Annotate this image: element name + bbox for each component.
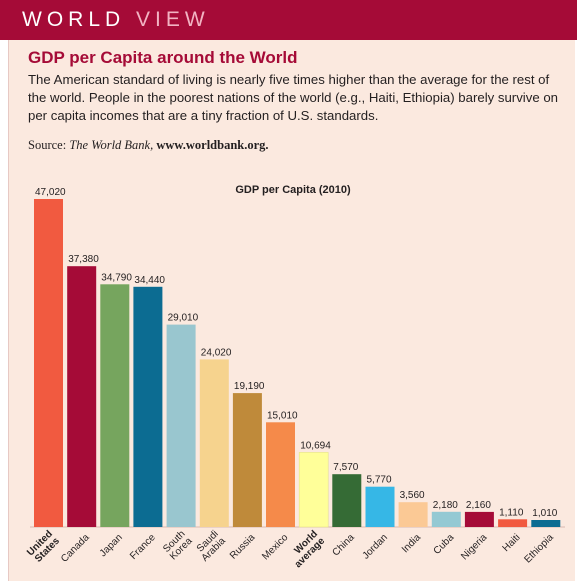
section-banner: WORLD VIEW <box>0 0 577 40</box>
bar-canada <box>67 266 97 527</box>
bar-haiti <box>498 519 528 527</box>
value-label-russia: 19,190 <box>234 381 265 392</box>
bar-world-average <box>298 452 329 528</box>
tick-label-china: China <box>330 532 357 559</box>
tick-label-saudi-arabia: SaudiArabia <box>192 528 228 564</box>
tick-label-mexico: Mexico <box>260 532 290 562</box>
tick-label-france: France <box>128 532 158 562</box>
tick-label-nigeria: Nigeria <box>459 532 489 562</box>
banner-word-view: VIEW <box>136 8 210 31</box>
tick-label-haiti: Haiti <box>501 532 523 554</box>
value-label-jordan: 5,770 <box>367 475 392 486</box>
bar-mexico <box>266 422 295 527</box>
panel-border <box>8 40 9 581</box>
value-label-south-korea: 29,010 <box>168 313 199 324</box>
bar-india <box>398 502 428 527</box>
bar-united-states <box>34 199 63 527</box>
value-label-mexico: 15,010 <box>267 410 298 421</box>
bar-jordan <box>365 486 395 527</box>
value-label-india: 3,560 <box>400 490 425 501</box>
tick-label-japan: Japan <box>98 532 125 559</box>
bar-saudi-arabia <box>199 359 229 527</box>
intro-paragraph: The American standard of living is nearl… <box>28 72 558 123</box>
source-url: www.worldbank.org. <box>156 138 269 152</box>
tick-label-canada: Canada <box>59 532 92 565</box>
bar-nigeria <box>464 511 494 527</box>
source-label: Source: <box>28 138 67 152</box>
tick-label-ethiopia: Ethiopia <box>522 532 556 566</box>
source-publisher: The World Bank, <box>69 138 154 152</box>
banner-word-world: WORLD <box>22 8 126 31</box>
tick-label-united-states: UnitedStates <box>25 528 62 565</box>
value-label-canada: 37,380 <box>68 254 99 265</box>
bar-japan <box>100 284 130 527</box>
value-label-cuba: 2,180 <box>433 500 458 511</box>
bar-cuba <box>431 511 461 527</box>
tick-label-india: India <box>400 532 423 555</box>
page-title: GDP per Capita around the World <box>28 48 298 67</box>
value-label-china: 7,570 <box>333 462 358 473</box>
value-label-france: 34,440 <box>134 275 165 286</box>
value-label-haiti: 1,110 <box>499 507 524 518</box>
chart-title: GDP per Capita (2010) <box>235 184 351 196</box>
bar-russia <box>232 393 262 527</box>
bar-south-korea <box>166 324 196 527</box>
tick-label-south-korea: SouthKorea <box>161 528 195 562</box>
bar-ethiopia <box>531 520 561 527</box>
value-label-ethiopia: 1,010 <box>532 508 557 519</box>
tick-label-jordan: Jordan <box>361 532 390 561</box>
tick-label-world-average: Worldaverage <box>286 528 328 570</box>
value-label-saudi-arabia: 24,020 <box>201 347 232 358</box>
tick-label-russia: Russia <box>228 532 258 562</box>
source-note: Source: The World Bank, www.worldbank.or… <box>28 138 269 153</box>
value-label-japan: 34,790 <box>101 272 132 283</box>
value-label-world-average: 10,694 <box>300 440 331 451</box>
banner-title: WORLD VIEW <box>22 8 210 32</box>
bar-china <box>332 474 362 527</box>
bar-france <box>133 286 163 527</box>
tick-label-cuba: Cuba <box>432 532 457 557</box>
value-label-nigeria: 2,160 <box>466 500 491 511</box>
value-label-united-states: 47,020 <box>35 187 66 198</box>
